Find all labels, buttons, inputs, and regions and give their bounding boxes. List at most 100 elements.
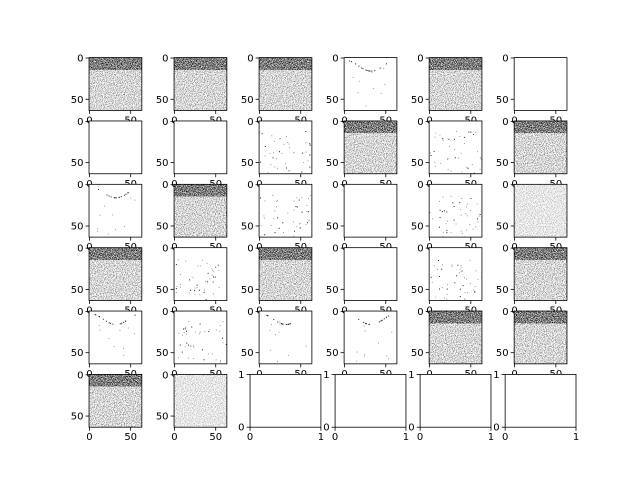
image-pixel [306, 211, 308, 213]
y-tick-label: 50 [326, 221, 339, 232]
image-pixel [460, 230, 462, 232]
image-pixel [473, 172, 475, 174]
x-tick-label: 1 [488, 432, 494, 443]
axes-frame [513, 247, 568, 301]
image-pixel [289, 169, 291, 171]
image-pixel [364, 354, 366, 356]
image-pixel [123, 225, 125, 227]
image-pixel [120, 323, 122, 325]
image-pixel [384, 83, 386, 85]
y-tick-label: 1 [408, 370, 414, 381]
image-pixel [306, 205, 308, 207]
image-pixel [446, 229, 448, 231]
image-pixel [184, 346, 186, 348]
image-pixel [177, 259, 179, 261]
image-pixel [303, 162, 305, 164]
axes-frame [173, 57, 228, 111]
image-pixel [276, 206, 278, 208]
image-pixel [211, 274, 213, 276]
image [429, 311, 482, 364]
image-pixel [125, 193, 127, 195]
image-pixel [189, 289, 191, 291]
image-pixel [211, 268, 213, 270]
image-pixel [279, 137, 281, 139]
image-pixel [449, 145, 451, 147]
image-pixel [459, 268, 461, 270]
axes-background [505, 374, 576, 428]
image-pixel [222, 342, 224, 344]
image-pixel [430, 152, 432, 154]
image [344, 120, 397, 174]
y-tick-label: 0 [332, 180, 338, 191]
image-pixel [474, 291, 476, 293]
image-pixel [309, 166, 311, 168]
axes-frame [343, 120, 398, 175]
y-tick-label: 0 [323, 423, 329, 434]
image-pixel [199, 294, 201, 296]
image-pixel [435, 132, 437, 134]
image-pixel [98, 188, 100, 190]
image-pixel [273, 141, 275, 143]
image-pixel [447, 169, 449, 171]
y-tick-label: 50 [411, 158, 424, 169]
image-pixel [94, 314, 96, 316]
image-pixel [181, 334, 183, 336]
image-pixel [194, 294, 196, 296]
image-pixel [212, 271, 214, 273]
image [89, 247, 142, 301]
axes-frame [513, 120, 568, 175]
image-pixel [294, 230, 296, 232]
image-pixel [356, 360, 358, 362]
axes-frame [334, 373, 407, 428]
image-pixel [363, 355, 365, 357]
image-pixel [436, 268, 438, 270]
image-pixel [118, 196, 120, 198]
image-pixel [385, 63, 387, 65]
y-tick-label: 0 [162, 244, 168, 255]
image-pixel [452, 202, 454, 204]
x-tick-label: 1 [403, 432, 409, 443]
image [259, 57, 312, 111]
x-tick-label: 0 [417, 432, 423, 443]
image-pixel [215, 266, 217, 268]
image-pixel [368, 323, 370, 325]
image-pixel [357, 92, 359, 94]
image [349, 60, 387, 107]
image-pixel [119, 323, 121, 325]
y-tick-label: 0 [332, 117, 338, 128]
image-pixel [379, 68, 381, 70]
image-pixel [296, 225, 298, 227]
image-pixel [187, 357, 189, 359]
image-pixel [134, 314, 136, 316]
image-pixel [383, 68, 385, 70]
y-tick-label: 0 [247, 307, 253, 318]
axes-background [420, 374, 491, 428]
image [514, 311, 567, 364]
axes-frame [513, 57, 568, 111]
axes-frame [173, 373, 228, 428]
image-pixel [475, 270, 477, 272]
y-tick-label: 0 [417, 307, 423, 318]
image-pixel [279, 321, 281, 323]
image-pixel [192, 358, 194, 360]
image-pixel [457, 264, 459, 266]
image-pixel [386, 355, 388, 357]
axes-frame [173, 247, 228, 301]
image-pixel [177, 357, 179, 359]
image-pixel [285, 135, 287, 137]
image-pixel [261, 133, 263, 135]
image-dark-band [259, 57, 312, 70]
image-pixel [199, 289, 201, 291]
image-dark-band [89, 247, 142, 260]
axes-background [250, 374, 321, 428]
image-pixel [111, 214, 113, 216]
